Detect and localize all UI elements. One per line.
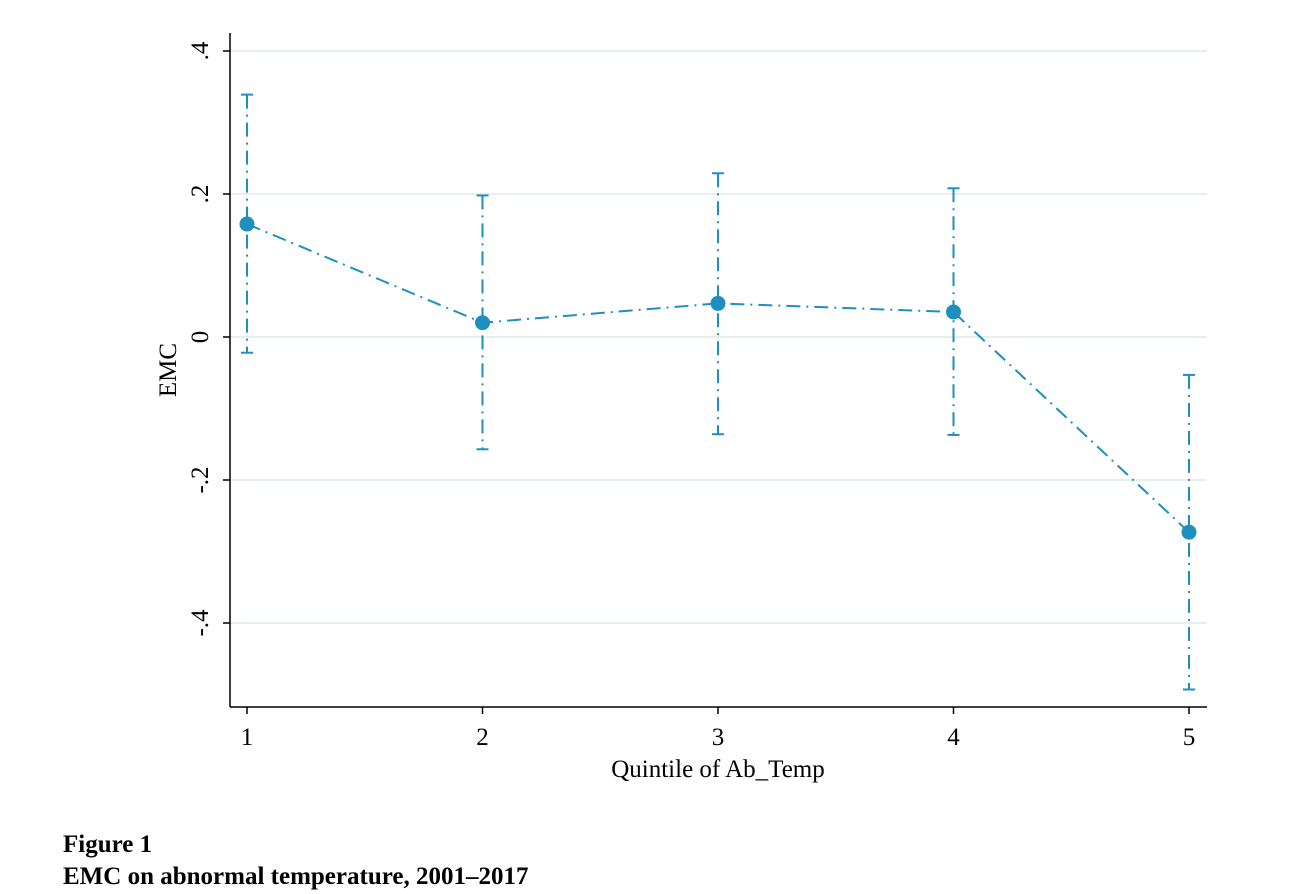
x-tick-label: 4 — [947, 724, 960, 751]
y-tick-label: 0 — [187, 331, 214, 344]
y-axis-label: EMC — [155, 343, 182, 397]
x-tick-label: 3 — [712, 724, 725, 751]
data-point — [710, 295, 726, 311]
x-tick-label: 2 — [476, 724, 489, 751]
x-axis-ticks: 1 2 3 4 5 — [241, 707, 1196, 751]
error-bars — [241, 93, 1195, 691]
y-tick-label: .4 — [187, 41, 214, 60]
x-tick-label: 1 — [241, 724, 254, 751]
figure-caption: EMC on abnormal temperature, 2001–2017 — [63, 863, 529, 890]
y-axis-ticks: .4 .2 0 -.2 -.4 — [187, 41, 230, 637]
chart: .4 .2 0 -.2 -.4 1 2 3 4 5 EMC Quintile of Ab_Tem… — [155, 33, 1207, 783]
x-axis-label: Quintile of Ab_Temp — [611, 756, 825, 783]
series-line — [246, 223, 1190, 533]
data-point — [946, 304, 961, 320]
x-tick-label: 5 — [1183, 724, 1196, 751]
y-tick-label: -.2 — [187, 466, 214, 493]
data-point — [239, 216, 255, 232]
data-point — [1181, 524, 1197, 540]
series-path — [246, 223, 1190, 533]
data-points — [239, 216, 1197, 540]
data-point — [475, 315, 490, 331]
y-tick-label: .2 — [187, 185, 214, 204]
gridlines — [230, 50, 1207, 624]
y-tick-label: -.4 — [187, 609, 214, 637]
figure-label: Figure 1 — [63, 831, 153, 858]
